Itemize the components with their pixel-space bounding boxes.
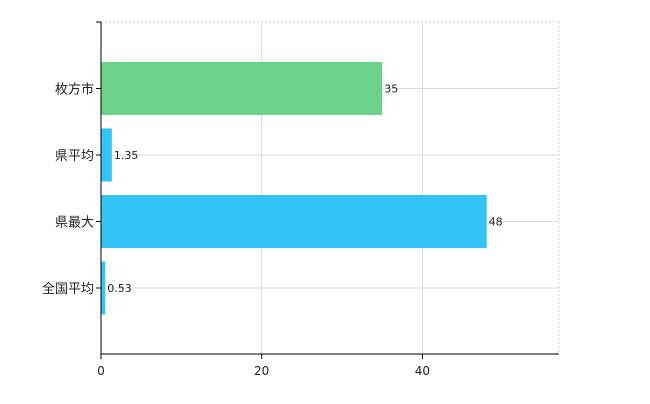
- bar-layer: [101, 62, 487, 315]
- bar: [101, 195, 487, 248]
- bar-value-label: 35: [384, 83, 398, 96]
- y-tick-label: 県最大: [55, 216, 94, 231]
- y-tick-label: 県平均: [55, 149, 94, 164]
- bar-value-label: 0.53: [107, 282, 132, 295]
- y-tick-label: 枚方市: [55, 82, 94, 98]
- bar: [101, 261, 106, 315]
- bar: [101, 62, 383, 115]
- bar-value-label: 48: [489, 216, 503, 229]
- x-tick-label: 40: [415, 364, 430, 378]
- label-layer: 35 1.35 48 0.53: [107, 83, 502, 296]
- bar-value-label: 1.35: [114, 149, 139, 162]
- bar: [101, 128, 112, 182]
- y-tick-label: 全国平均: [42, 281, 94, 297]
- x-tick-label: 0: [97, 364, 105, 378]
- x-tick-label: 20: [254, 364, 269, 378]
